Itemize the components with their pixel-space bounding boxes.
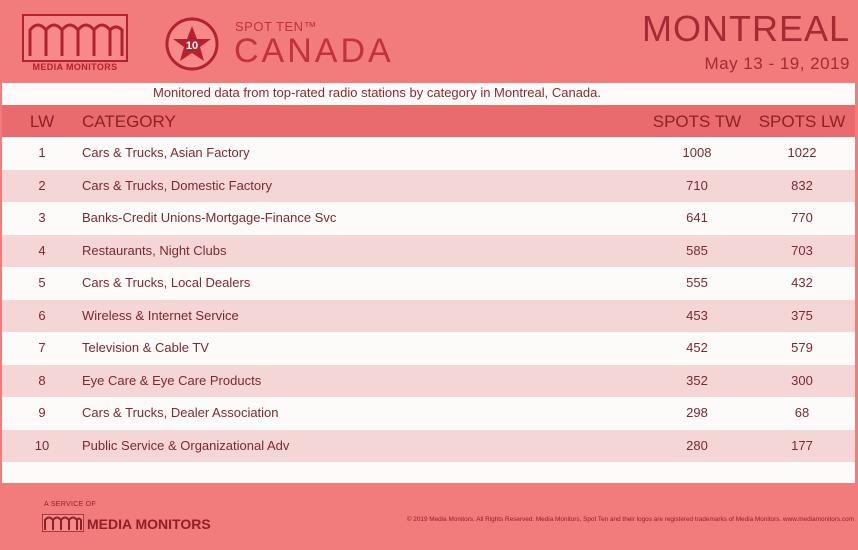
cell-spots-lw: 68 [794,405,810,420]
table-body: 1 Cars & Trucks, Asian Factory 1008 1022… [2,137,855,462]
cell-spots-tw: 1008 [682,145,712,160]
cell-category: Restaurants, Night Clubs [82,242,227,258]
table-row: 3 Banks-Credit Unions-Mortgage-Finance S… [2,202,855,235]
cell-category: Cars & Trucks, Domestic Factory [82,177,272,193]
country-title: CANADA [234,32,394,70]
cell-lw: 1 [38,145,46,160]
cell-spots-tw: 453 [686,307,708,323]
spot-ten-label: SPOT TEN™ [235,19,318,34]
panel-subtitle: Monitored data from top-rated radio stat… [152,85,602,100]
data-panel: Monitored data from top-rated radio stat… [2,83,855,483]
table-row: 9 Cars & Trucks, Dealer Association 298 … [2,397,855,430]
cell-category: Wireless & Internet Service [82,307,239,323]
table-row: 1 Cars & Trucks, Asian Factory 1008 1022 [2,137,855,170]
media-monitors-logo: MEDIA MONITORS [22,14,128,72]
cell-spots-tw: 280 [686,437,708,453]
cell-spots-tw: 710 [686,177,708,193]
table-row: 8 Eye Care & Eye Care Products 352 300 [2,364,855,397]
cell-spots-lw: 432 [791,275,813,290]
cell-spots-lw: 1022 [787,145,817,160]
cell-category: Eye Care & Eye Care Products [82,372,262,388]
cell-lw: 2 [38,177,46,193]
cell-category: Public Service & Organizational Adv [82,437,290,453]
cell-spots-tw: 452 [686,340,708,355]
footer: A SERVICE OF MEDIA MONITORS © 2019 Media… [0,483,858,550]
cell-lw: 9 [38,405,46,420]
col-category-header: CATEGORY [82,112,176,131]
cell-spots-tw: 352 [686,372,708,388]
mm-logo-mark [22,14,128,62]
cell-lw: 5 [38,275,46,290]
table-row: 4 Restaurants, Night Clubs 585 703 [2,234,855,267]
city-title: MONTREAL [641,8,850,49]
cell-category: Cars & Trucks, Local Dealers [82,275,251,290]
cell-category: Banks-Credit Unions-Mortgage-Finance Svc [82,210,337,225]
cell-lw: 10 [34,437,50,453]
cell-lw: 6 [38,307,46,323]
cell-lw: 7 [38,340,46,355]
cell-category: Cars & Trucks, Dealer Association [82,405,279,420]
cell-lw: 4 [38,242,46,258]
badge-number: 10 [186,40,198,52]
table-header: LW CATEGORY SPOTS TW SPOTS LW [2,105,855,137]
cell-spots-tw: 641 [686,210,708,225]
logo-text: MEDIA MONITORS [32,62,118,72]
col-spots-lw-header: SPOTS LW [758,112,846,131]
cell-spots-lw: 832 [791,177,813,193]
cell-spots-tw: 585 [686,242,708,258]
footer-logo-text: MEDIA MONITORS [87,516,211,532]
footer-mm-icon [41,513,85,533]
cell-spots-lw: 703 [791,242,813,258]
cell-category: Cars & Trucks, Asian Factory [82,145,250,160]
cell-spots-lw: 300 [791,372,813,388]
cell-spots-tw: 298 [686,405,708,420]
cell-spots-lw: 375 [791,307,813,323]
spot-ten-badge: 10 [165,17,219,71]
cell-spots-lw: 770 [791,210,813,225]
table-row: 10 Public Service & Organizational Adv 2… [2,429,855,462]
cell-spots-lw: 579 [791,340,813,355]
table-row: 2 Cars & Trucks, Domestic Factory 710 83… [2,169,855,202]
cell-lw: 8 [38,372,46,388]
table-row: 7 Television & Cable TV 452 579 [2,332,855,365]
mm-waveform-icon [28,23,124,56]
table-row: 6 Wireless & Internet Service 453 375 [2,299,855,332]
cell-category: Television & Cable TV [82,340,209,355]
date-range: May 13 - 19, 2019 [704,54,850,73]
cell-lw: 3 [38,210,46,225]
star-badge-icon: 10 [165,17,219,71]
col-spots-tw-header: SPOTS TW [652,112,742,131]
cell-spots-lw: 177 [791,437,813,453]
header: MEDIA MONITORS 10 SPOT TEN™ CANADA MONTR… [0,0,858,83]
copyright-notice: © 2019 Media Monitors. All Rights Reserv… [406,516,854,523]
service-label: A SERVICE OF [44,501,97,508]
cell-spots-tw: 555 [686,275,708,290]
table-row: 5 Cars & Trucks, Local Dealers 555 432 [2,267,855,300]
footer-logo: MEDIA MONITORS [41,513,211,534]
col-lw-header: LW [29,112,55,131]
